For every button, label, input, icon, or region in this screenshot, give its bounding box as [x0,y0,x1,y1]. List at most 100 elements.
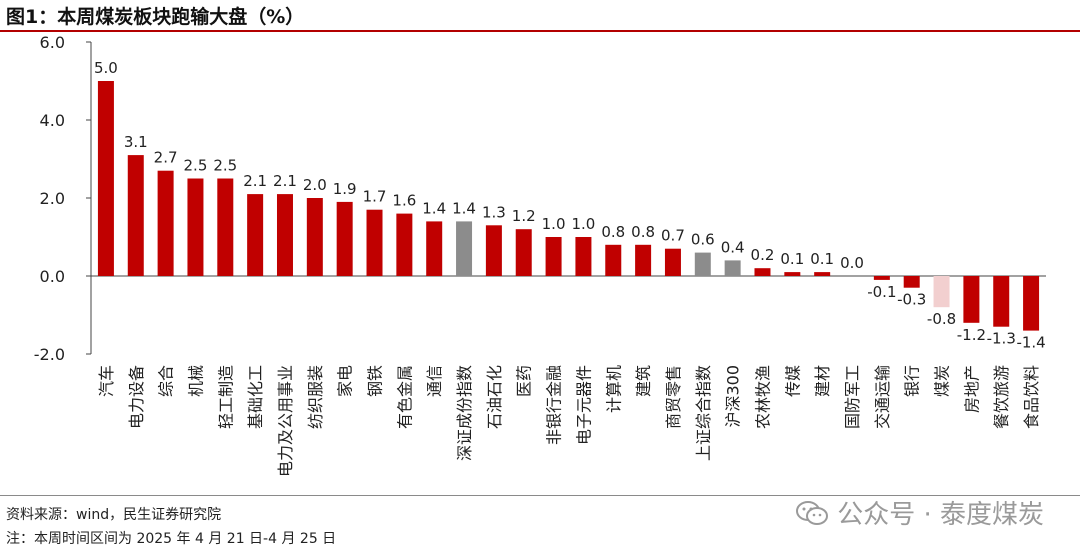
value-label: 0.0 [840,254,864,272]
value-label: 2.1 [243,172,267,190]
bar-建筑 [635,244,652,276]
value-label: 0.4 [721,238,745,256]
bar-计算机 [605,244,622,276]
value-label: 0.1 [810,250,834,268]
value-label: 2.5 [184,157,208,175]
value-label: 5.0 [94,59,118,77]
category-label: 交通运输 [873,365,892,429]
value-label: 1.4 [452,199,476,217]
bar-传媒 [784,272,801,276]
note-text: 注：本周时间区间为 2025 年 4 月 21 日-4 月 25 日 [6,531,337,547]
value-label: 1.3 [482,203,506,221]
bar-深证成份指数 [456,221,473,276]
category-label: 计算机 [604,365,623,413]
bar-商贸零售 [664,248,681,276]
category-label: 上证综合指数 [694,365,713,461]
bar-机械 [187,178,204,276]
category-label: 轻工制造 [216,365,235,429]
bar-有色金属 [396,213,413,276]
value-label: -1.4 [1016,334,1045,352]
category-label: 非银行金融 [545,365,564,445]
bar-电子元器件 [575,237,592,276]
bar-建材 [814,272,831,276]
value-label: -0.1 [867,283,896,301]
value-label: 0.2 [751,246,775,264]
value-labels-group: 5.0 3.1 2.7 2.5 2.5 2.1 2.1 2.0 1.9 1.7 1.6 1.4 1.4 1… [94,59,1046,352]
y-tick-label: 0.0 [40,267,65,286]
category-label: 银行 [903,365,922,397]
value-label: 1.4 [422,199,446,217]
bar-通信 [426,221,443,276]
category-label: 家电 [336,365,355,397]
value-label: 1.0 [571,215,595,233]
bar-综合 [157,170,174,276]
category-label: 食品饮料 [1022,365,1041,429]
bar-电力及公用事业 [276,194,293,276]
category-label: 商贸零售 [664,365,683,429]
bar-食品饮料 [1023,276,1040,331]
y-axis: -2.0 0.0 2.0 4.0 6.0 [34,33,1046,364]
category-label: 沪深300 [724,365,743,428]
category-label: 基础化工 [246,365,265,429]
source-text: 资料来源：wind，民生证券研究院 [6,507,222,523]
category-label: 通信 [425,365,444,397]
category-label: 医药 [515,365,534,397]
category-label: 深证成份指数 [455,365,474,461]
value-label: -0.8 [927,310,956,328]
category-label: 电子元器件 [574,365,593,445]
bar-家电 [336,201,353,276]
bar-上证综合指数 [694,252,711,276]
value-label: 2.7 [154,149,178,167]
value-label: 1.6 [392,192,416,210]
category-label: 机械 [186,365,205,397]
category-label: 房地产 [962,365,981,413]
category-label: 纺织服装 [306,365,325,429]
footer-divider [0,495,1080,496]
category-label: 钢铁 [366,365,385,397]
bar-chart: -2.0 0.0 2.0 4.0 6.0 5.0 3.1 2.7 2.5 2.5 2.1 2.1 2.… [34,33,1046,477]
watermark: 公众号 · 泰度煤炭 [795,494,1044,531]
bar-农林牧渔 [754,268,771,276]
value-label: 1.0 [542,215,566,233]
category-label: 石油石化 [485,365,504,429]
wechat-icon [796,500,829,525]
watermark-text: 公众号 · 泰度煤炭 [837,500,1044,530]
bar-房地产 [963,276,980,323]
y-tick-label: -2.0 [34,345,65,364]
bars-group [97,81,1040,331]
bar-电力设备 [127,155,144,276]
value-label: 3.1 [124,133,148,151]
title-divider [0,30,1080,32]
value-label: 0.8 [601,223,625,241]
value-label: 0.8 [631,223,655,241]
bar-纺织服装 [306,198,323,276]
y-tick-label: 2.0 [40,189,65,208]
value-label: 2.1 [273,172,297,190]
bar-基础化工 [247,194,264,276]
bar-非银行金融 [545,237,562,276]
category-label: 建材 [813,365,832,397]
chart-title: 图1：本周煤炭板块跑输大盘（%） [6,6,305,28]
category-label: 电力及公用事业 [276,365,295,477]
value-label: 0.1 [780,250,804,268]
category-label: 餐饮旅游 [992,365,1011,429]
bar-交通运输 [873,276,890,280]
value-label: 1.2 [512,207,536,225]
bar-煤炭 [933,276,950,308]
bar-餐饮旅游 [993,276,1010,327]
value-label: -1.3 [987,330,1016,348]
bar-轻工制造 [217,178,234,276]
bar-医药 [515,229,532,276]
value-label: 1.7 [363,188,387,206]
value-label: -1.2 [957,326,986,344]
value-label: 0.6 [691,231,715,249]
value-label: 0.7 [661,227,685,245]
category-label: 建筑 [634,365,653,397]
category-label: 传媒 [783,365,802,397]
bar-石油石化 [485,225,502,276]
bar-银行 [903,276,920,288]
category-label: 汽车 [97,365,116,397]
category-label: 电力设备 [127,365,146,429]
category-label: 综合 [157,365,176,397]
category-label: 农林牧渔 [753,365,772,429]
